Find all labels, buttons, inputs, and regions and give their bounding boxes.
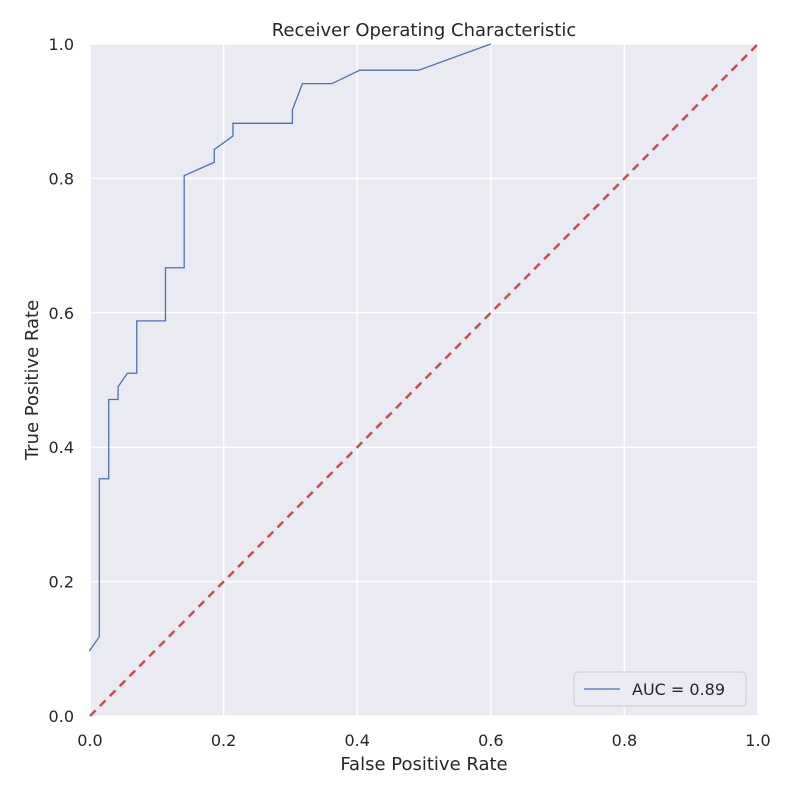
- x-tick-label: 0.2: [211, 731, 236, 750]
- chance-diagonal-line: [89, 43, 759, 717]
- series-layer: [89, 43, 759, 717]
- x-tick-label: 0.8: [612, 731, 637, 750]
- y-tick-label: 0.6: [49, 304, 74, 323]
- tick-labels: 0.0 0.2 0.4 0.6 0.8 1.0 0.0 0.2 0.4 0.6 0.8 1.0: [49, 35, 771, 750]
- y-axis-title: True Positive Rate: [22, 300, 43, 461]
- y-tick-label: 0.2: [49, 573, 74, 592]
- legend-box: [573, 671, 747, 707]
- chart-title: Receiver Operating Characteristic: [272, 20, 577, 41]
- y-tick-label: 0.8: [49, 169, 74, 188]
- legend: AUC = 0.89: [573, 671, 747, 707]
- roc-curve-line: [89, 43, 492, 653]
- y-tick-label: 1.0: [49, 35, 74, 54]
- y-tick-label: 0.0: [49, 707, 74, 726]
- x-axis-title: False Positive Rate: [340, 754, 507, 775]
- x-tick-label: 0.0: [77, 731, 102, 750]
- x-tick-label: 0.6: [478, 731, 503, 750]
- legend-label-roc: AUC = 0.89: [632, 680, 725, 699]
- x-tick-label: 0.4: [344, 731, 369, 750]
- y-tick-label: 0.4: [49, 438, 74, 457]
- grid-lines: [89, 43, 759, 717]
- x-tick-label: 1.0: [745, 731, 770, 750]
